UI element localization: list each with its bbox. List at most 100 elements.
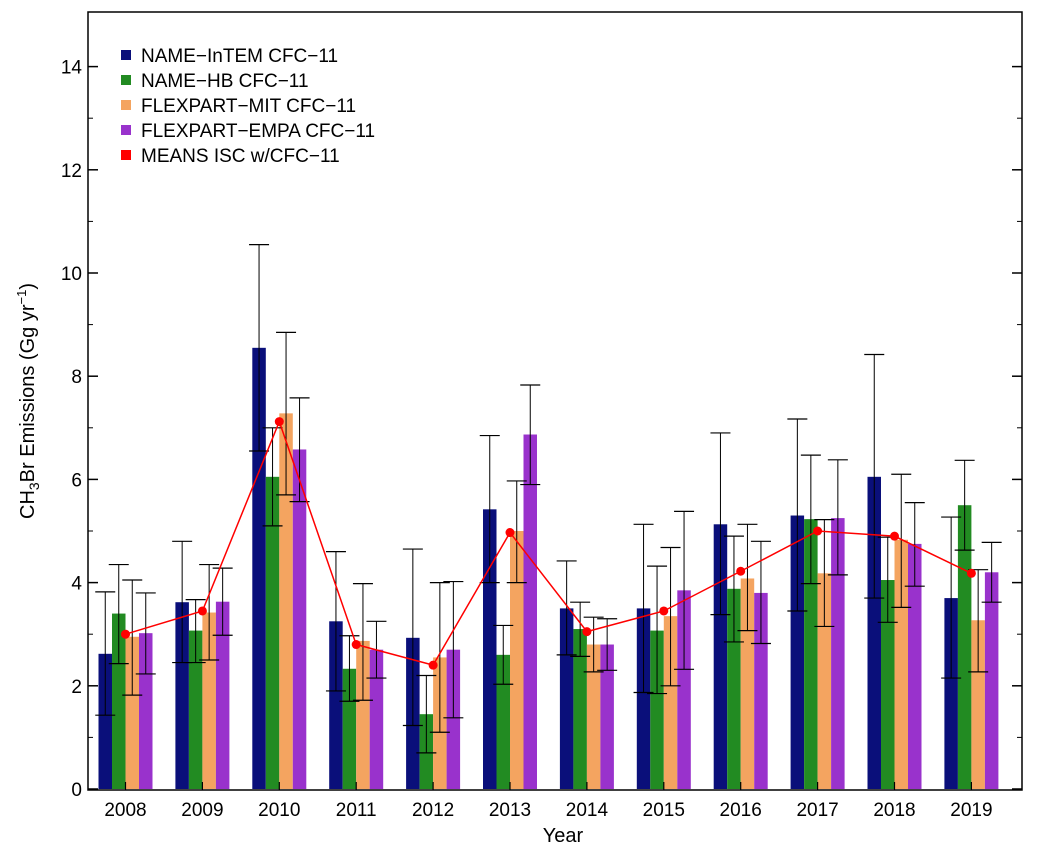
bar: [817, 573, 832, 789]
error-bars: [95, 244, 1002, 754]
bar: [510, 531, 524, 789]
mean-point: [890, 531, 899, 541]
bar: [215, 601, 230, 789]
mean-line-group: [121, 417, 976, 670]
legend-swatch: [121, 100, 131, 110]
legend-label: FLEXPART−MIT CFC−11: [141, 96, 356, 117]
bar: [202, 612, 216, 789]
bar: [175, 602, 189, 789]
bar: [804, 519, 818, 789]
y-axis-title-part-2: Br Emissions (Gg yr: [17, 304, 39, 482]
x-tick-label: 2010: [258, 800, 300, 821]
y-tick-label: 4: [71, 574, 82, 595]
bar: [600, 644, 614, 789]
bar: [329, 621, 343, 789]
legend-label: MEANS ISC w/CFC−11: [141, 146, 340, 167]
legend-swatch: [121, 50, 131, 60]
bar: [292, 449, 307, 789]
bars: [98, 347, 999, 789]
mean-point: [582, 627, 592, 637]
bar: [677, 590, 691, 789]
y-axis-title-part-3: ): [17, 283, 39, 290]
y-tick-label: 10: [61, 264, 82, 285]
x-tick-label: 2008: [104, 800, 146, 821]
bar: [252, 347, 266, 789]
bar: [944, 598, 958, 789]
bar: [559, 608, 574, 789]
x-tick-label: 2019: [950, 800, 992, 821]
bar: [483, 509, 497, 789]
legend-swatch: [121, 75, 131, 85]
bar: [523, 434, 537, 789]
mean-point: [197, 606, 207, 616]
y-tick-label: 6: [71, 470, 82, 491]
bar: [369, 649, 384, 789]
mean-point: [736, 566, 746, 576]
y-axis-title-superscript: −1: [14, 290, 29, 305]
mean-point: [121, 629, 130, 639]
x-tick-label: 2016: [720, 800, 762, 821]
mean-point: [274, 417, 284, 427]
bar: [713, 524, 728, 789]
y-axis-title: CH3Br Emissions (Gg yr−1): [14, 283, 42, 519]
y-tick-label: 14: [61, 58, 83, 79]
bar: [139, 633, 153, 789]
bar: [754, 592, 768, 789]
y-axis-title-subscript: 3: [26, 482, 42, 490]
mean-point: [813, 526, 823, 536]
bar: [586, 644, 601, 789]
x-tick-label: 2011: [336, 800, 377, 821]
bar: [188, 630, 203, 789]
legend-label: FLEXPART−EMPA CFC−11: [141, 121, 375, 142]
mean-point: [505, 528, 515, 538]
bar: [663, 616, 678, 789]
bar: [279, 413, 293, 789]
mean-point: [428, 660, 438, 670]
legend-swatch: [121, 150, 131, 160]
bar: [894, 539, 908, 789]
bar: [636, 608, 651, 789]
x-tick-label: 2012: [412, 800, 454, 821]
legend-swatch: [121, 125, 131, 135]
bar: [908, 543, 922, 789]
bar: [727, 588, 741, 789]
bar: [342, 668, 357, 789]
x-axis-title: Year: [543, 825, 584, 847]
bar: [446, 649, 461, 789]
bar: [573, 629, 587, 789]
mean-point: [351, 640, 361, 650]
x-tick-label: 2013: [489, 800, 531, 821]
x-tick-label: 2014: [566, 800, 609, 821]
bar: [790, 515, 805, 789]
y-tick-label: 8: [71, 367, 82, 388]
legend-label: NAME−HB CFC−11: [141, 71, 309, 92]
mean-line: [125, 419, 972, 667]
bar: [971, 620, 985, 789]
bar: [984, 572, 999, 789]
mean-point: [966, 568, 976, 578]
x-axis-labels: 2008 2009 2010 2011 2012 2013 2014 2015 2016 2017…: [104, 782, 993, 821]
x-tick-label: 2015: [643, 800, 685, 821]
bar: [831, 518, 845, 789]
bar: [265, 476, 280, 789]
bar: [112, 613, 126, 789]
bar: [98, 653, 112, 789]
bar: [650, 630, 664, 789]
bar: [881, 580, 895, 789]
y-axis-ticks: 0 2 4 6 8 10 12 14: [61, 58, 1022, 801]
bar: [356, 640, 370, 789]
y-axis-title-part-1: CH: [17, 490, 39, 519]
bar: [125, 636, 139, 789]
x-tick-label: 2009: [181, 800, 223, 821]
y-tick-label: 12: [61, 161, 82, 182]
y-tick-label: 0: [71, 780, 82, 801]
x-tick-label: 2017: [796, 800, 838, 821]
mean-point: [659, 606, 669, 616]
x-tick-label: 2018: [873, 800, 915, 821]
bar: [496, 654, 510, 789]
y-tick-label: 2: [71, 677, 82, 698]
legend: NAME−InTEM CFC−11 NAME−HB CFC−11 FLEXPART−…: [121, 46, 375, 167]
legend-label: NAME−InTEM CFC−11: [141, 46, 338, 67]
plot-frame: [87, 11, 1023, 791]
